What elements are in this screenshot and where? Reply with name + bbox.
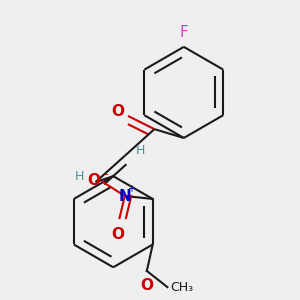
Text: O: O	[140, 278, 153, 293]
Text: O: O	[111, 104, 124, 119]
Text: H: H	[75, 170, 85, 183]
Text: -: -	[103, 168, 108, 181]
Text: N: N	[118, 188, 131, 203]
Text: +: +	[127, 184, 135, 194]
Text: H: H	[136, 144, 146, 157]
Text: O: O	[87, 173, 101, 188]
Text: F: F	[179, 25, 188, 40]
Text: O: O	[112, 227, 124, 242]
Text: CH₃: CH₃	[170, 280, 194, 294]
